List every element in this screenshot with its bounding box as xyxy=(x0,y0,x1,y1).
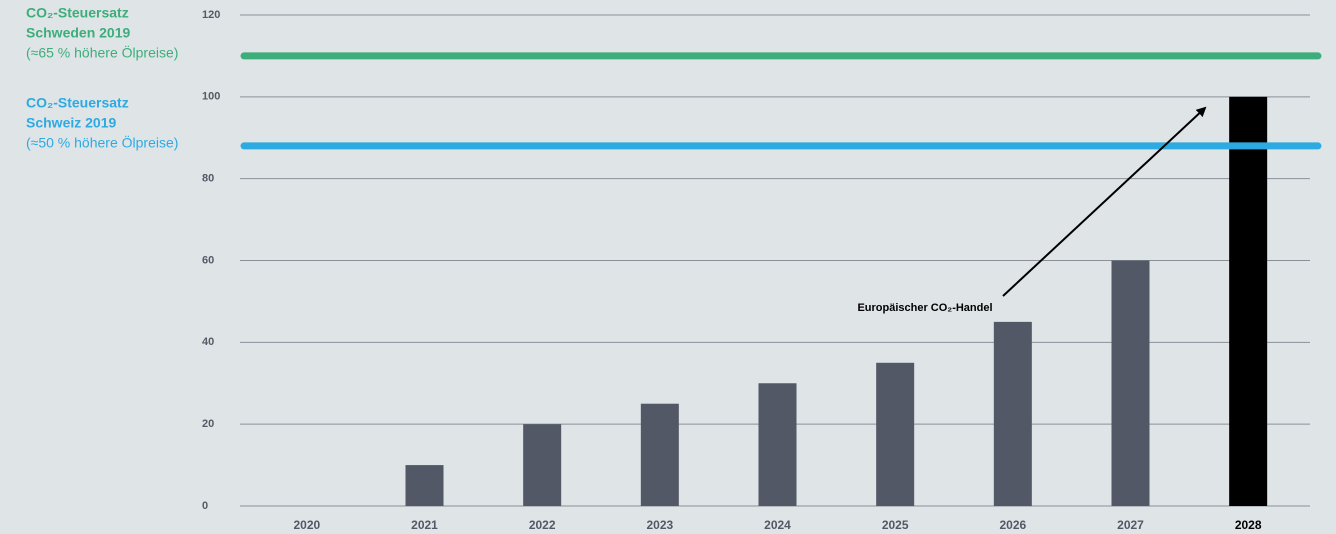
bar xyxy=(523,424,562,506)
reference-label: CO₂-Steuersatz xyxy=(26,95,129,111)
y-tick-label: 40 xyxy=(202,336,214,348)
bar xyxy=(1229,96,1268,506)
bar xyxy=(876,362,915,506)
x-tick-label: 2023 xyxy=(646,518,673,532)
x-tick-label: 2027 xyxy=(1117,518,1144,532)
x-tick-label: 2022 xyxy=(529,518,556,532)
annotation: Europäischer CO₂-Handel xyxy=(857,302,992,314)
y-tick-label: 80 xyxy=(202,173,214,185)
annotation-arrow xyxy=(1002,106,1207,297)
bar xyxy=(405,465,444,506)
x-tick-label: 2021 xyxy=(411,518,438,532)
reference-label: Schweden 2019 xyxy=(26,25,130,41)
bar xyxy=(993,321,1032,506)
bars: 2020 2021 2022 2023 2024 2025 2026 2027 2028 xyxy=(293,96,1268,532)
reference-label: CO₂-Steuersatz xyxy=(26,5,129,21)
y-tick-label: 100 xyxy=(202,91,220,103)
bar xyxy=(758,383,797,506)
y-tick-label: 20 xyxy=(202,418,214,430)
reference-lines: CO₂-Steuersatz Schweden 2019 (≈65 % höhere… xyxy=(26,5,1322,151)
reference-note: (≈50 % höhere Ölpreise) xyxy=(26,134,178,151)
y-tick-label: 0 xyxy=(202,500,208,512)
bar xyxy=(640,403,679,506)
x-tick-label: 2024 xyxy=(764,518,791,532)
reference-note: (≈65 % höhere Ölpreise) xyxy=(26,44,178,61)
x-tick-label: 2026 xyxy=(999,518,1026,532)
y-tick-label: 60 xyxy=(202,254,214,266)
grid: 0 20 40 60 80 100 120 xyxy=(202,9,1310,512)
reference-label: Schweiz 2019 xyxy=(26,115,116,131)
y-tick-label: 120 xyxy=(202,9,220,21)
x-tick-label: 2025 xyxy=(882,518,909,532)
bar xyxy=(1111,260,1150,506)
x-tick-label: 2020 xyxy=(293,518,320,532)
x-tick-label: 2028 xyxy=(1235,518,1262,532)
